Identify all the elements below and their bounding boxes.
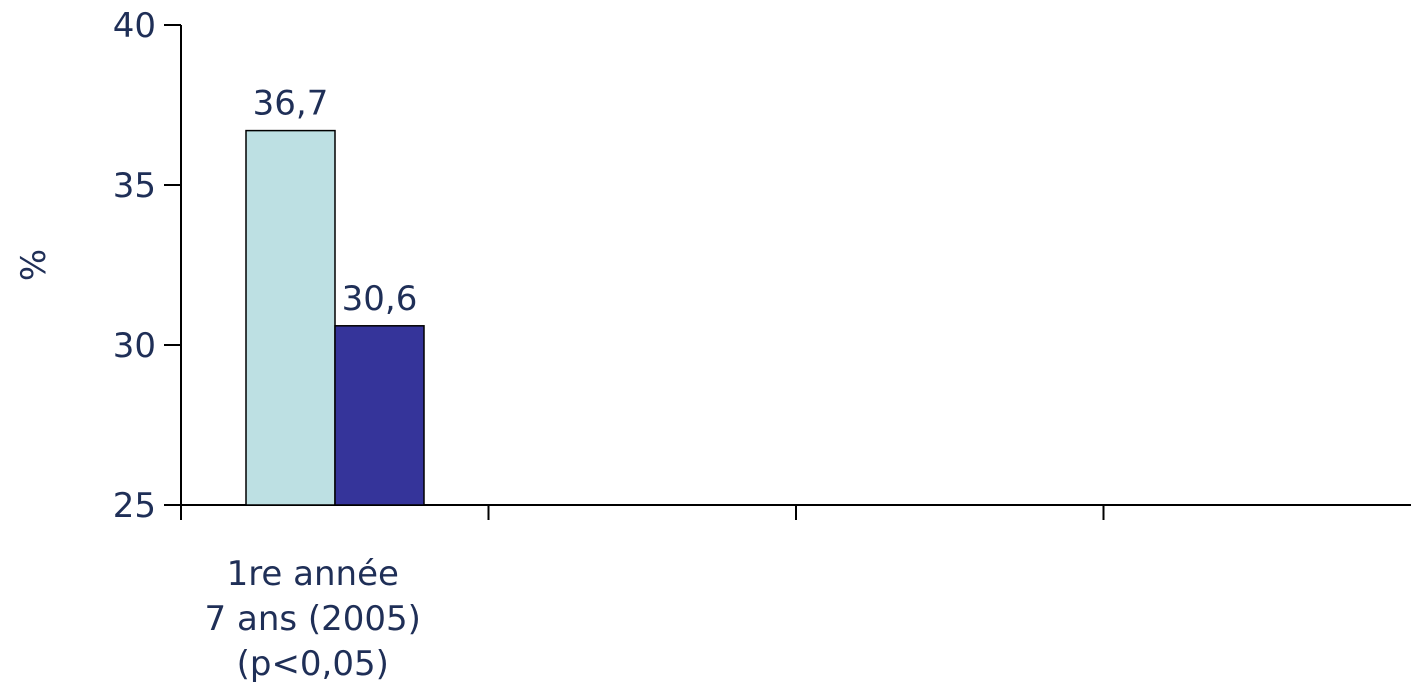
x-category-label: (p<0,05) [237,644,389,684]
bars [245,129,425,506]
y-tick-label: 25 [113,486,156,526]
data-label-series-1: 36,7 [253,84,329,124]
y-tick-label: 40 [113,6,156,46]
y-tick-label: 30 [113,326,156,366]
bar-series-1-cat-1 [245,129,336,506]
y-axis: 25 30 35 40 [113,6,182,526]
x-category-label: 7 ans (2005) [205,599,421,639]
bar-series-2-cat-1 [334,325,425,506]
y-tick-label: 35 [113,166,156,206]
x-axis: 1re année 7 ans (2005) (p<0,05) [180,504,1411,684]
data-label-series-2: 30,6 [342,279,418,319]
x-category-label: 1re année [227,554,399,594]
y-axis-label: % [14,249,54,281]
data-labels: 36,7 30,6 [253,84,418,319]
